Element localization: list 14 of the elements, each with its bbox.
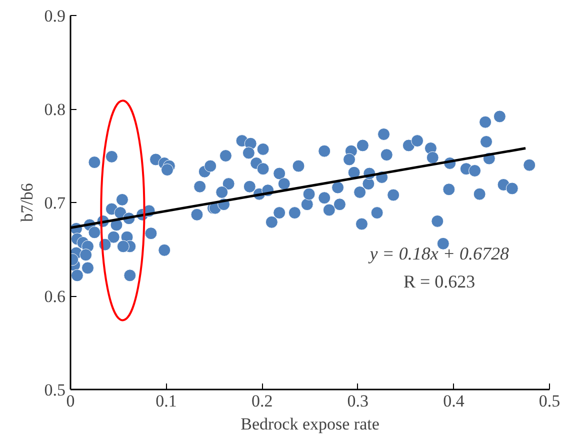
annotation: R = 0.623 <box>404 271 476 292</box>
x-axis-title: Bedrock expose rate <box>240 414 380 434</box>
annotation: y = 0.18x + 0.6728 <box>368 243 509 264</box>
x-tick-label: 0.3 <box>347 392 369 410</box>
y-tick-label: 0.8 <box>44 100 66 119</box>
y-tick-label: 0.7 <box>44 194 66 212</box>
y-tick-label: 0.6 <box>44 287 66 306</box>
x-tick-label: 0.4 <box>443 392 465 410</box>
y-axis-title: b7/b6 <box>17 183 36 222</box>
x-tick-label: 0 <box>66 392 75 410</box>
x-tick-label: 0.5 <box>538 392 560 410</box>
y-tick-label: 0.9 <box>44 6 66 26</box>
x-tick-label: 0.1 <box>156 392 177 410</box>
x-tick-label: 0.2 <box>251 392 273 410</box>
